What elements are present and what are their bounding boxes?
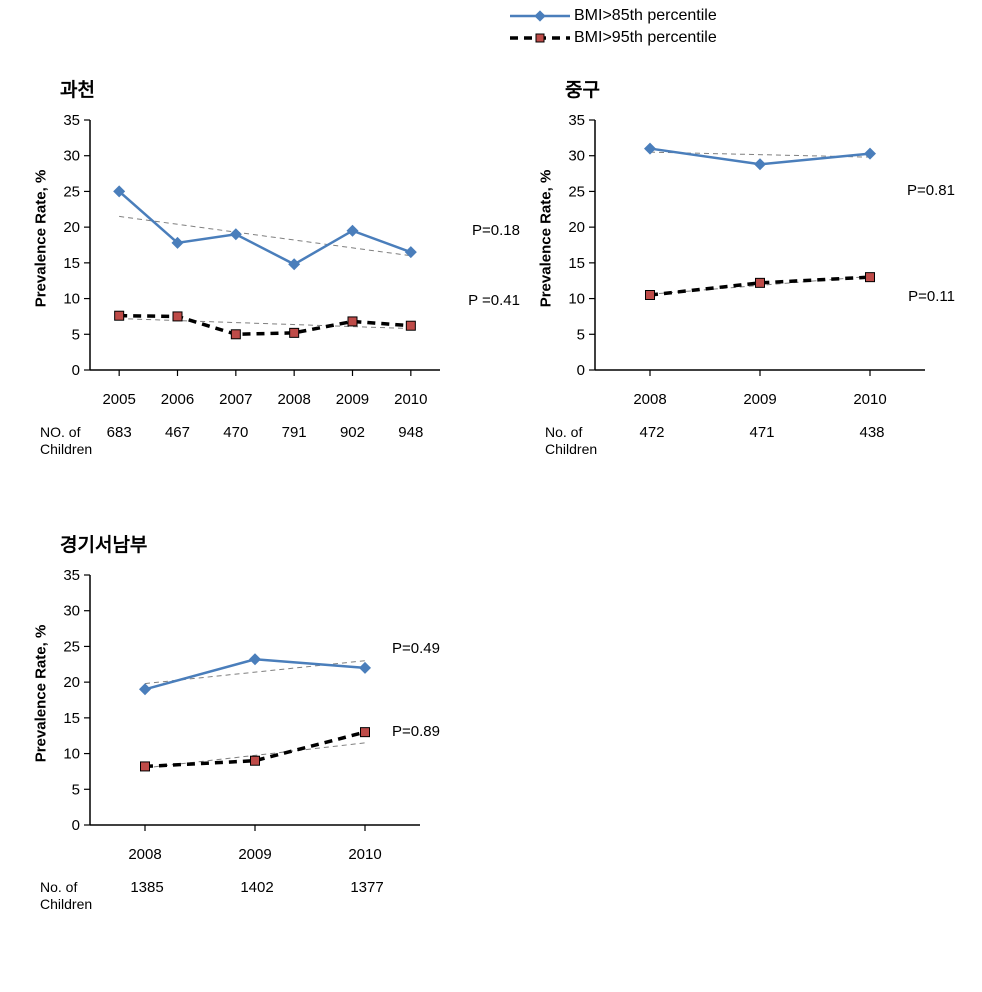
svg-text:5: 5 (577, 326, 585, 343)
x-tick-label: 2008 (265, 391, 323, 408)
svg-text:0: 0 (72, 817, 80, 834)
children-count: 471 (707, 424, 817, 441)
p-label-gyeonggi-0: P=0.49 (392, 640, 440, 657)
x-tick-label: 2007 (207, 391, 265, 408)
svg-text:15: 15 (568, 255, 585, 272)
legend-item-85th: BMI>85th percentile (510, 5, 717, 27)
y-axis-label-gyeonggi: Prevalence Rate, % (32, 625, 49, 763)
svg-text:20: 20 (63, 674, 80, 691)
svg-text:35: 35 (63, 567, 80, 584)
x-tick-label: 2006 (148, 391, 206, 408)
svg-text:25: 25 (568, 183, 585, 200)
x-tick-label: 2009 (323, 391, 381, 408)
svg-text:20: 20 (63, 219, 80, 236)
p-label-gyeonggi-1: P=0.89 (392, 723, 440, 740)
x-tick-label: 2009 (200, 846, 310, 863)
x-tick-label: 2010 (815, 391, 925, 408)
svg-text:0: 0 (577, 362, 585, 379)
svg-text:10: 10 (568, 291, 585, 308)
children-count: 1385 (92, 879, 202, 896)
legend: BMI>85th percentile BMI>95th percentile (510, 5, 717, 49)
children-count: 1377 (312, 879, 422, 896)
svg-text:30: 30 (63, 603, 80, 620)
children-count: 791 (265, 424, 323, 441)
x-tick-label: 2010 (310, 846, 420, 863)
chart-svg-junggu: 0 5 10 15 20 25 30 35 (545, 110, 945, 380)
children-row-gwacheon: NO. ofChildren 683467470791902948 (40, 424, 500, 458)
x-tick-label: 2009 (705, 391, 815, 408)
svg-text:15: 15 (63, 710, 80, 727)
y-axis-label-junggu: Prevalence Rate, % (537, 170, 554, 308)
svg-text:5: 5 (72, 326, 80, 343)
children-row-junggu: No. ofChildren 472471438 (545, 424, 965, 458)
x-ticks-junggu: 200820092010 (595, 391, 965, 408)
svg-text:30: 30 (63, 148, 80, 165)
chart-junggu: 중구 Prevalence Rate, % 05101520253035 P=0… (545, 75, 965, 458)
legend-marker-95th (510, 28, 570, 48)
p-label-junggu-1: P=0.11 (908, 288, 955, 305)
legend-label-85th: BMI>85th percentile (574, 7, 717, 25)
children-count: 902 (323, 424, 381, 441)
chart-svg-gyeonggi: 0 5 10 15 20 25 30 35 (40, 565, 440, 835)
children-count: 470 (207, 424, 265, 441)
p-label-gwacheon-0: P=0.18 (472, 222, 520, 239)
chart-plot-junggu: Prevalence Rate, % 05101520253035 P=0.81… (545, 110, 965, 385)
chart-svg-gwacheon: 0 5 10 15 20 25 30 35 (40, 110, 470, 380)
svg-text:25: 25 (63, 183, 80, 200)
svg-text:30: 30 (568, 148, 585, 165)
children-count: 1402 (202, 879, 312, 896)
chart-plot-gwacheon: Prevalence Rate, % 05101520253035 P=0.18… (40, 110, 500, 385)
x-tick-label: 2005 (90, 391, 148, 408)
svg-text:20: 20 (568, 219, 585, 236)
children-count: 948 (382, 424, 440, 441)
svg-text:35: 35 (63, 112, 80, 129)
children-label-gyeonggi: No. ofChildren (40, 879, 92, 913)
svg-text:15: 15 (63, 255, 80, 272)
chart-plot-gyeonggi: Prevalence Rate, % 05101520253035 P=0.49… (40, 565, 460, 840)
children-row-gyeonggi: No. ofChildren 138514021377 (40, 879, 460, 913)
chart-title-junggu: 중구 (565, 75, 965, 102)
children-count: 438 (817, 424, 927, 441)
x-tick-label: 2008 (90, 846, 200, 863)
chart-gwacheon: 과천 Prevalence Rate, % 05101520253035 P=0… (40, 75, 500, 458)
legend-marker-85th (510, 6, 570, 26)
legend-label-95th: BMI>95th percentile (574, 29, 717, 47)
svg-text:10: 10 (63, 746, 80, 763)
p-label-gwacheon-1: P =0.41 (468, 292, 520, 309)
svg-text:0: 0 (72, 362, 80, 379)
svg-text:10: 10 (63, 291, 80, 308)
x-ticks-gwacheon: 200520062007200820092010 (90, 391, 500, 408)
children-count: 683 (90, 424, 148, 441)
legend-item-95th: BMI>95th percentile (510, 27, 717, 49)
svg-text:5: 5 (72, 781, 80, 798)
svg-text:25: 25 (63, 638, 80, 655)
children-label-junggu: No. ofChildren (545, 424, 597, 458)
chart-title-gwacheon: 과천 (60, 75, 500, 102)
children-count: 472 (597, 424, 707, 441)
svg-text:35: 35 (568, 112, 585, 129)
x-ticks-gyeonggi: 200820092010 (90, 846, 460, 863)
chart-title-gyeonggi: 경기서남부 (60, 530, 460, 557)
y-axis-label-gwacheon: Prevalence Rate, % (32, 170, 49, 308)
p-label-junggu-0: P=0.81 (907, 182, 955, 199)
x-tick-label: 2008 (595, 391, 705, 408)
children-count: 467 (148, 424, 206, 441)
x-tick-label: 2010 (382, 391, 440, 408)
children-label-gwacheon: NO. ofChildren (40, 424, 90, 458)
chart-gyeonggi: 경기서남부 Prevalence Rate, % 05101520253035 … (40, 530, 460, 913)
